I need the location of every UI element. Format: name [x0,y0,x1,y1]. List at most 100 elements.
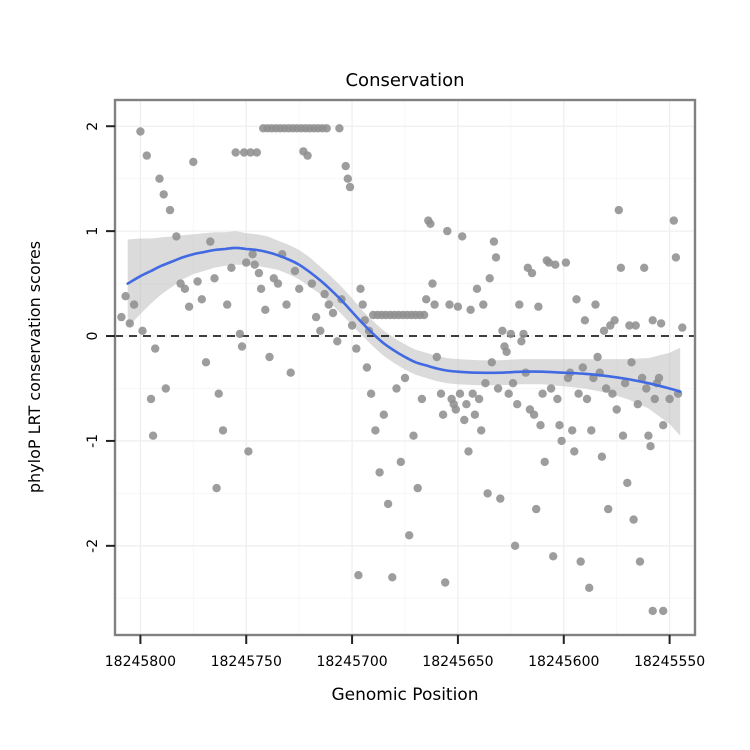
scatter-point [438,410,448,419]
scatter-point [659,421,668,430]
scatter-point [510,541,520,550]
scatter-point [428,279,437,288]
scatter-point [527,268,537,278]
scatter-point [413,483,422,493]
scatter-point [534,302,543,311]
scatter-point [669,216,678,225]
scatter-point [430,300,439,309]
scatter-point [631,321,640,330]
scatter-point [212,483,221,493]
scatter-point [201,358,211,367]
scatter-point [656,319,666,328]
scatter-point [358,300,367,309]
scatter-point [451,405,460,414]
y-axis-tick-label: 2 [85,122,101,131]
scatter-point [458,232,467,241]
scatter-point [172,232,181,241]
scatter-point [678,323,687,332]
scatter-point [117,312,126,322]
scatter-point [379,410,388,419]
scatter-point [206,237,215,246]
scatter-point [616,263,626,272]
scatter-point [629,515,638,524]
scatter-point [422,295,431,304]
scatter-point [254,268,264,278]
scatter-point [244,447,253,456]
scatter-point [508,379,518,388]
scatter-point [142,151,151,160]
scatter-point [642,384,651,393]
x-axis-title: Genomic Position [331,685,478,705]
scatter-point [623,478,632,488]
scatter-point [248,250,257,259]
scatter-point [453,302,463,311]
scatter-point [159,190,168,199]
scatter-point [496,494,505,503]
scatter-point [333,337,342,346]
scatter-point [223,300,232,309]
scatter-point [477,426,486,435]
scatter-point [441,578,450,587]
scatter-point [419,310,429,320]
scatter-point [671,253,681,262]
scatter-point [544,258,554,267]
scatter-point [405,531,414,540]
scatter-point [231,148,240,157]
scatter-point [356,284,365,293]
scatter-point [242,258,251,267]
scatter-point [574,389,583,398]
scatter-point [608,389,617,398]
scatter-point [472,284,482,293]
scatter-point [335,124,344,133]
scatter-point [665,394,674,404]
scatter-point [445,300,454,309]
scatter-point [506,329,515,339]
scatter-point [557,436,566,446]
scatter-point [322,124,331,133]
scatter-point [362,363,372,372]
scatter-point [417,394,427,404]
scatter-point [462,400,471,409]
scatter-point [125,319,134,328]
scatter-point [426,219,435,228]
scatter-point [345,182,355,192]
scatter-point [529,410,539,419]
scatter-point [479,300,488,309]
scatter-point [193,277,202,286]
scatter-point [546,384,556,393]
x-axis-tick-label: 18245800 [105,654,176,670]
scatter-point [640,263,649,272]
confidence-ribbon [127,231,681,436]
scatter-point [265,352,274,362]
scatter-point [392,384,401,393]
scatter-point [601,384,611,393]
scatter-point [328,308,338,318]
scatter-point [637,373,647,383]
scatter-point [235,329,245,339]
scatter-point [366,389,376,398]
scatter-point [129,300,139,309]
x-axis-tick-label: 18245600 [528,654,599,670]
scatter-point [311,312,321,322]
y-axis-tick-label: 0 [85,332,101,341]
scatter-point [612,405,621,414]
scatter-point [165,205,175,215]
y-axis-tick-label: 1 [85,227,101,236]
scatter-point [282,300,291,309]
scatter-point [580,316,590,325]
y-axis-tick-label: -1 [85,434,101,448]
scatter-point [620,379,630,388]
scatter-point [515,300,524,309]
scatter-point [161,384,170,393]
scatter-point [536,421,545,430]
scatter-point [648,606,657,616]
scatter-point [633,400,642,409]
scatter-point [146,394,156,404]
scatter-point [587,426,596,435]
scatter-point [324,300,333,309]
scatter-point [307,279,317,288]
scatter-point [148,431,158,440]
scatter-point [599,326,609,335]
scatter-point [455,389,465,398]
